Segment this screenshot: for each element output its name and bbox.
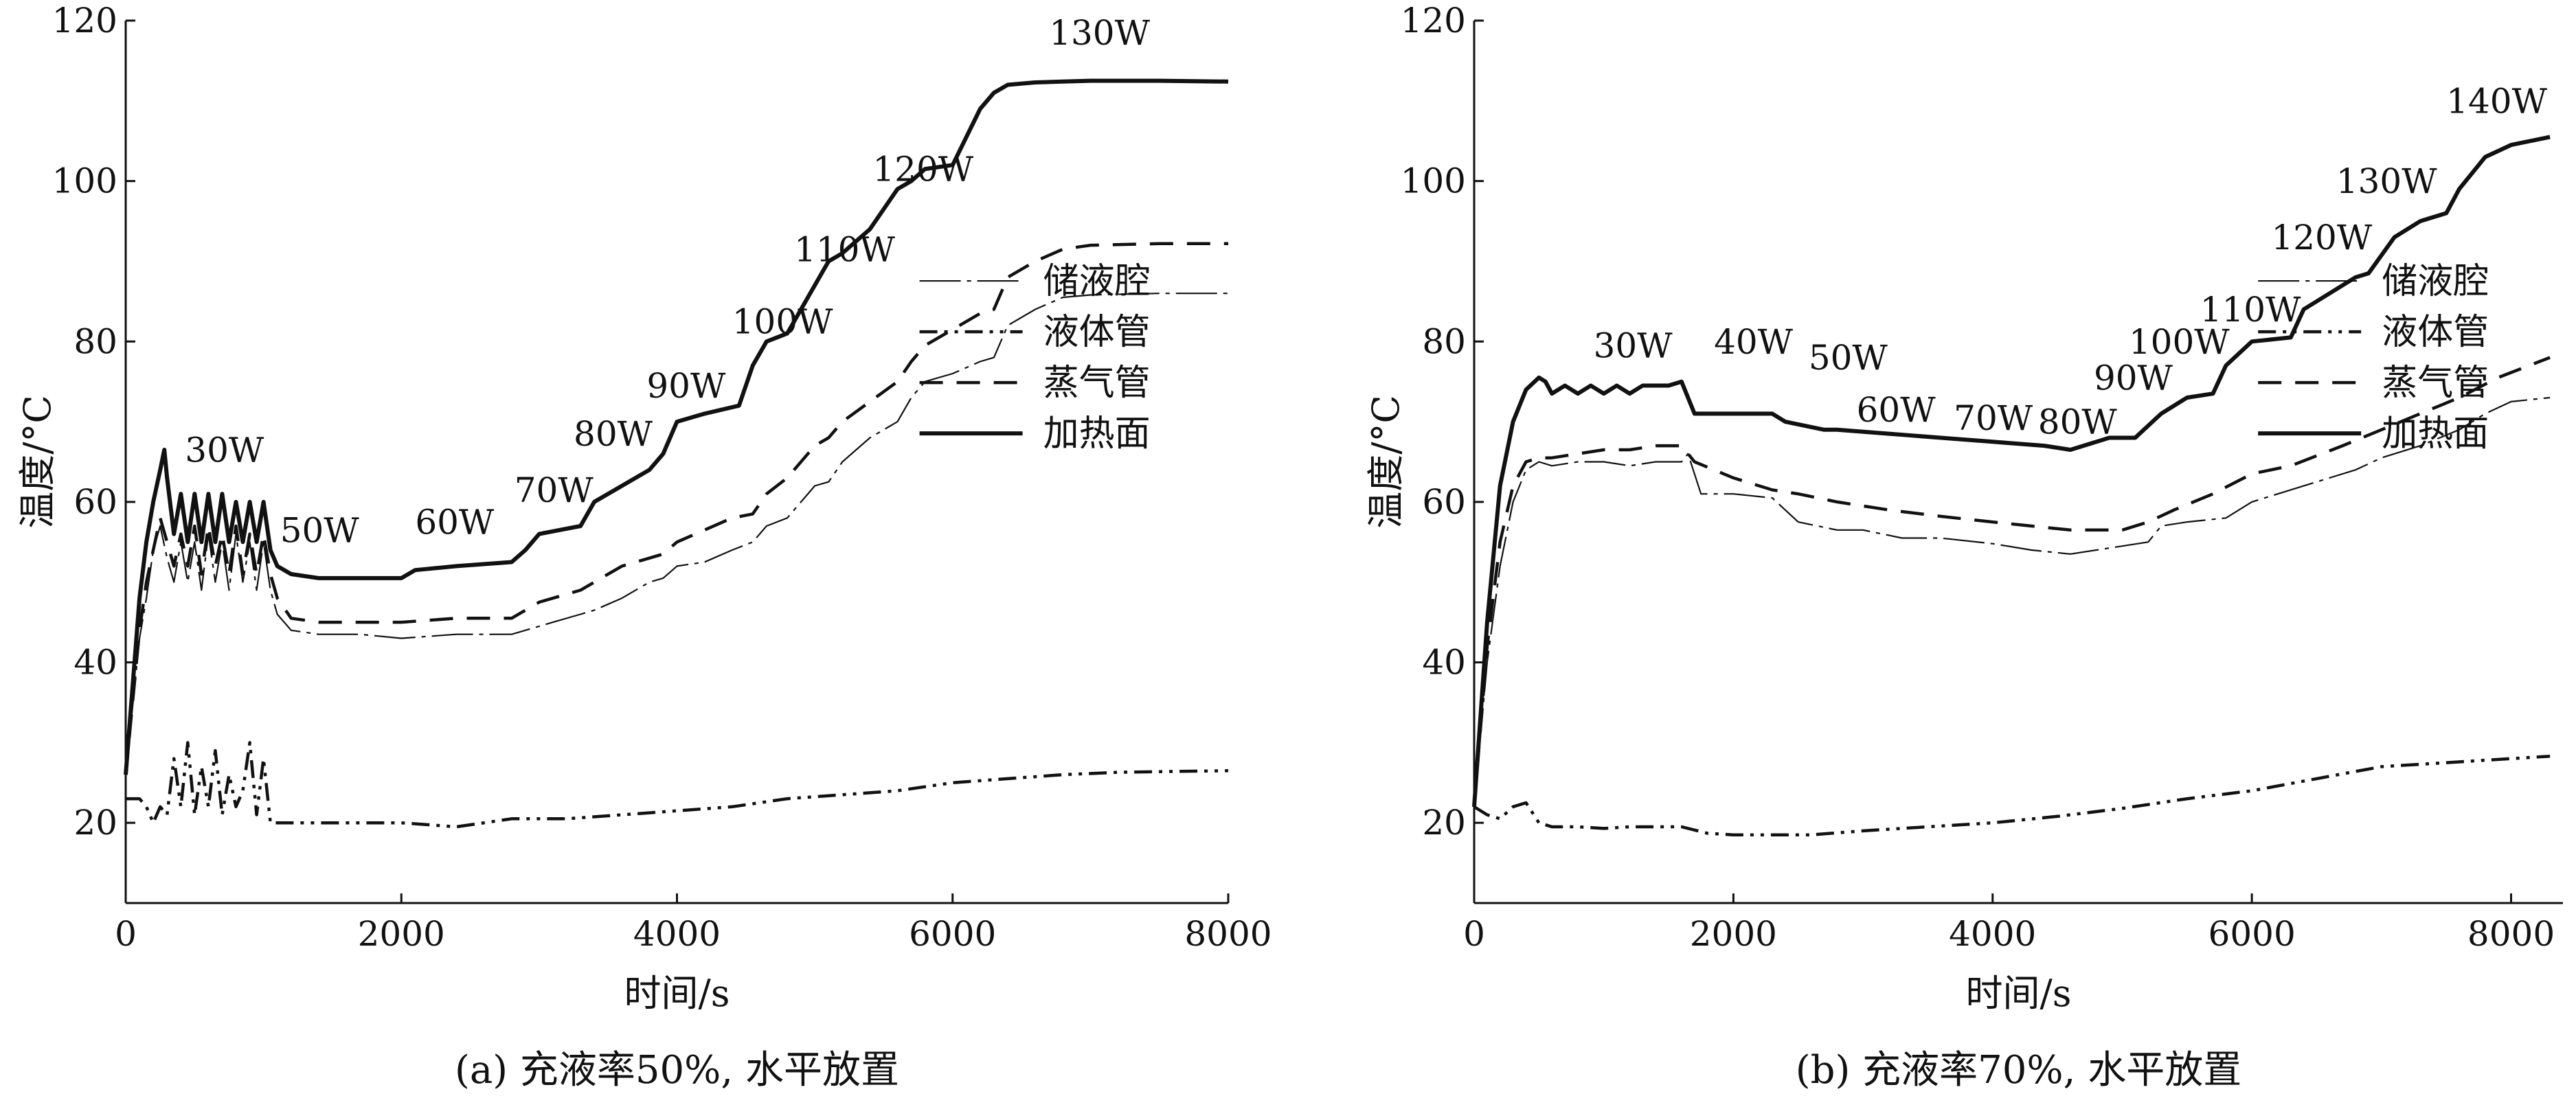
power-annotation: 40W xyxy=(1714,322,1794,362)
power-annotation: 100W xyxy=(2129,322,2230,362)
y-axis-label: 温度/°C xyxy=(1364,395,1408,529)
power-annotation: 110W xyxy=(794,229,895,269)
legend-label: 储液腔 xyxy=(1043,261,1151,302)
power-annotation: 60W xyxy=(415,503,495,543)
chart-panel-a: 0 2000 4000 6000 8000 20 40 60 80 100 120 时间/s 温度/°C… xyxy=(16,1,1272,1093)
power-annotation: 100W xyxy=(732,302,833,342)
power-annotation: 70W xyxy=(1954,398,2033,438)
power-annotation: 130W xyxy=(1049,13,1150,53)
y-tick-label: 20 xyxy=(74,803,117,843)
series-line-0 xyxy=(124,293,1228,775)
series-line-3 xyxy=(1472,135,2551,808)
y-tick-label: 100 xyxy=(52,161,117,201)
x-tick-label: 4000 xyxy=(1949,914,2036,954)
y-axis-label: 温度/°C xyxy=(16,395,59,529)
y-tick-label: 20 xyxy=(1422,803,1466,843)
legend-label: 蒸气管 xyxy=(2382,363,2489,404)
power-annotation: 130W xyxy=(2336,161,2437,201)
series-line-1 xyxy=(126,741,1229,829)
power-annotation: 110W xyxy=(2200,290,2301,330)
power-annotation: 120W xyxy=(872,150,973,190)
power-annotation: 30W xyxy=(185,431,264,470)
series-line-1 xyxy=(1473,754,2551,836)
x-tick-label: 2000 xyxy=(1690,914,1777,954)
x-tick-label: 0 xyxy=(115,914,137,954)
x-tick-label: 6000 xyxy=(909,914,996,954)
legend-label: 蒸气管 xyxy=(1043,363,1151,404)
power-annotation: 80W xyxy=(2038,402,2118,442)
legend-label: 加热面 xyxy=(2382,413,2489,455)
y-tick-label: 80 xyxy=(74,321,117,361)
legend-label: 储液腔 xyxy=(2382,261,2489,302)
x-tick-label: 2000 xyxy=(358,914,445,954)
power-annotation: 80W xyxy=(574,414,653,454)
y-tick-label: 40 xyxy=(74,643,117,683)
y-tick-label: 60 xyxy=(74,482,117,522)
power-annotation: 30W xyxy=(1594,326,1673,366)
legend-label: 液体管 xyxy=(1043,312,1151,353)
series-line-2 xyxy=(124,242,1228,775)
power-annotation: 70W xyxy=(515,470,594,510)
series-line-3 xyxy=(124,78,1229,775)
x-axis-label: 时间/s xyxy=(624,972,730,1015)
x-tick-label: 4000 xyxy=(633,914,721,954)
x-tick-label: 8000 xyxy=(1184,914,1272,954)
power-annotation: 90W xyxy=(2094,358,2173,398)
y-tick-label: 120 xyxy=(1401,1,1466,41)
chart-panel-b: 0 2000 4000 6000 8000 20 40 60 80 100 120 时间/s 温度/°C… xyxy=(1364,1,2563,1093)
series-line-0 xyxy=(1473,396,2551,807)
legend-label: 液体管 xyxy=(2382,312,2489,353)
power-annotation: 50W xyxy=(280,510,360,550)
legend-label: 加热面 xyxy=(1043,413,1151,455)
x-tick-label: 0 xyxy=(1463,914,1485,954)
x-tick-label: 6000 xyxy=(2208,914,2296,954)
y-tick-label: 120 xyxy=(52,1,117,41)
power-annotation: 50W xyxy=(1809,338,1888,378)
power-annotation: 120W xyxy=(2271,218,2372,258)
x-tick-label: 8000 xyxy=(2467,914,2555,954)
power-annotation: 60W xyxy=(1857,390,1936,430)
y-tick-label: 60 xyxy=(1422,482,1466,522)
y-tick-label: 100 xyxy=(1401,161,1466,201)
figure-caption: (b) 充液率70%, 水平放置 xyxy=(1796,1048,2241,1093)
power-annotation: 90W xyxy=(646,366,726,406)
figure-caption: (a) 充液率50%, 水平放置 xyxy=(455,1048,899,1093)
y-tick-label: 80 xyxy=(1422,321,1466,361)
y-tick-label: 40 xyxy=(1422,643,1466,683)
x-axis-label: 时间/s xyxy=(1966,972,2072,1015)
power-annotation: 140W xyxy=(2446,81,2547,121)
series-line-2 xyxy=(1472,356,2551,807)
